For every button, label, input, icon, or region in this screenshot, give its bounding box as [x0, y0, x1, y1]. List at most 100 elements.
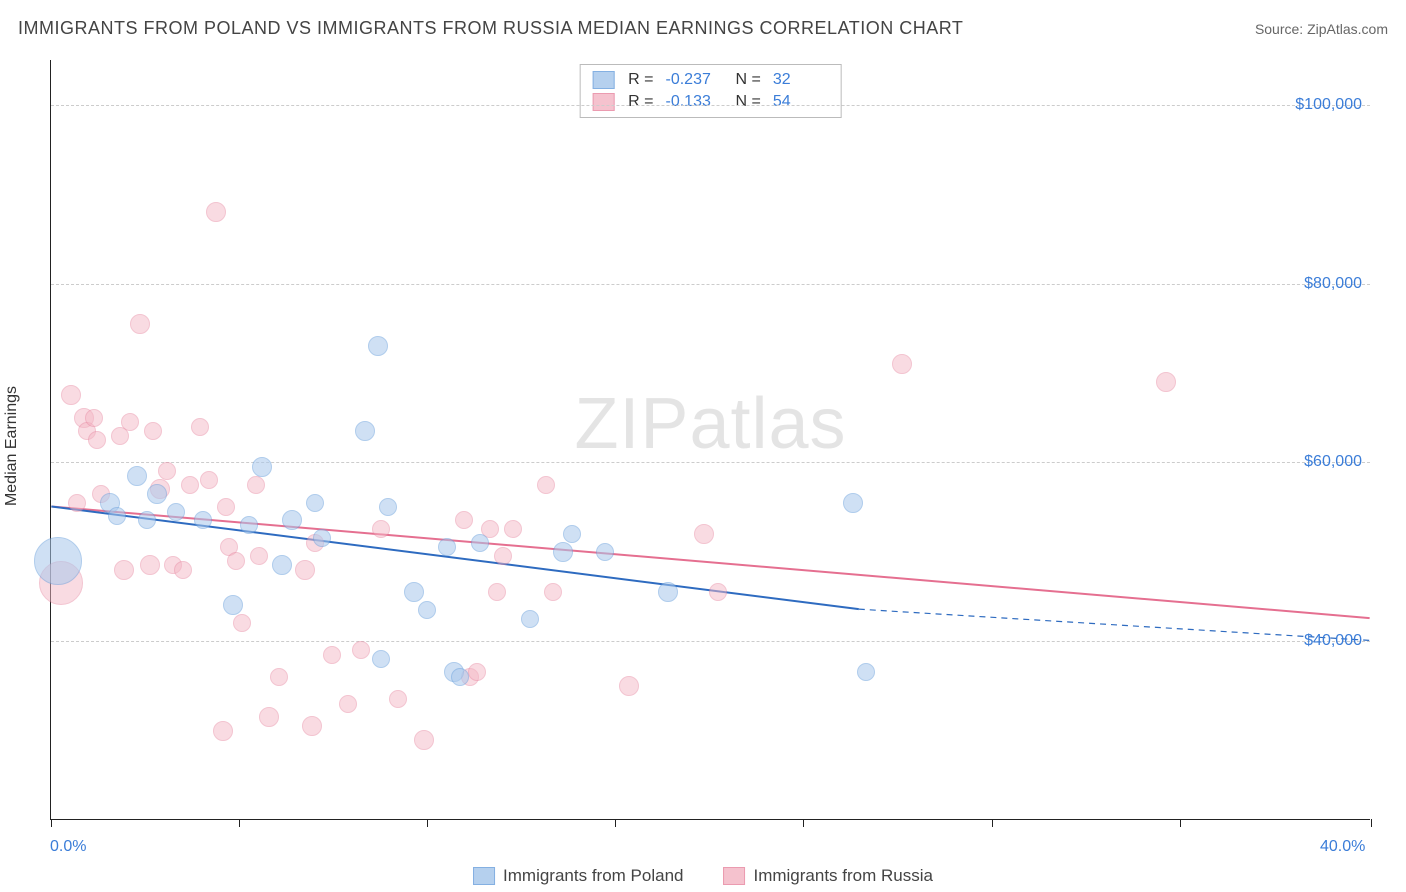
watermark-thin: atlas	[689, 384, 846, 464]
chart-title: IMMIGRANTS FROM POLAND VS IMMIGRANTS FRO…	[18, 18, 963, 39]
plot-area: ZIPatlas R = -0.237 N = 32 R = -0.133 N …	[50, 60, 1370, 820]
data-point-poland	[194, 511, 212, 529]
x-tick	[992, 819, 993, 827]
x-tick	[427, 819, 428, 827]
data-point-poland	[108, 507, 126, 525]
data-point-russia	[88, 431, 106, 449]
data-point-poland	[272, 555, 292, 575]
data-point-russia	[709, 583, 727, 601]
data-point-poland	[658, 582, 678, 602]
data-point-russia	[259, 707, 279, 727]
data-point-russia	[270, 668, 288, 686]
grid-line	[51, 641, 1370, 642]
data-point-russia	[61, 385, 81, 405]
n-value-russia: 54	[773, 93, 829, 111]
data-point-russia	[544, 583, 562, 601]
data-point-poland	[471, 534, 489, 552]
data-point-poland	[306, 494, 324, 512]
x-tick-label-end: 40.0%	[1320, 838, 1365, 856]
data-point-poland	[372, 650, 390, 668]
data-point-russia	[455, 511, 473, 529]
r-value-russia: -0.133	[666, 93, 722, 111]
data-point-russia	[694, 524, 714, 544]
trend-line-poland-dashed	[859, 609, 1370, 640]
swatch-russia	[592, 93, 614, 111]
data-point-russia	[181, 476, 199, 494]
data-point-russia	[130, 314, 150, 334]
data-point-poland	[252, 457, 272, 477]
data-point-russia	[619, 676, 639, 696]
data-point-russia	[414, 730, 434, 750]
data-point-poland	[379, 498, 397, 516]
x-tick	[615, 819, 616, 827]
data-point-poland	[167, 503, 185, 521]
data-point-russia	[468, 663, 486, 681]
swatch-poland	[473, 867, 495, 885]
data-point-poland	[138, 511, 156, 529]
source-label: Source: ZipAtlas.com	[1255, 21, 1388, 37]
data-point-poland	[596, 543, 614, 561]
x-tick	[803, 819, 804, 827]
data-point-poland	[368, 336, 388, 356]
data-point-poland	[282, 510, 302, 530]
data-point-russia	[233, 614, 251, 632]
y-axis-label: Median Earnings	[3, 386, 21, 506]
data-point-poland	[553, 542, 573, 562]
y-tick-label: $100,000	[1295, 96, 1362, 114]
data-point-poland	[313, 529, 331, 547]
correlation-legend: R = -0.237 N = 32 R = -0.133 N = 54	[579, 64, 842, 118]
n-label: N =	[736, 93, 761, 111]
data-point-russia	[372, 520, 390, 538]
data-point-russia	[121, 413, 139, 431]
legend-item-poland: Immigrants from Poland	[473, 866, 683, 886]
legend-item-russia: Immigrants from Russia	[723, 866, 932, 886]
n-value-poland: 32	[773, 71, 829, 89]
y-tick-label: $60,000	[1304, 453, 1362, 471]
swatch-poland	[592, 71, 614, 89]
legend-row-poland: R = -0.237 N = 32	[592, 69, 829, 91]
y-tick-label: $80,000	[1304, 275, 1362, 293]
swatch-russia	[723, 867, 745, 885]
data-point-russia	[1156, 372, 1176, 392]
watermark: ZIPatlas	[574, 383, 846, 465]
x-tick	[1371, 819, 1372, 827]
data-point-russia	[488, 583, 506, 601]
data-point-poland	[857, 663, 875, 681]
data-point-russia	[339, 695, 357, 713]
trend-lines	[51, 60, 1370, 819]
data-point-russia	[323, 646, 341, 664]
data-point-russia	[213, 721, 233, 741]
x-tick-label-start: 0.0%	[50, 838, 86, 856]
data-point-russia	[200, 471, 218, 489]
data-point-russia	[250, 547, 268, 565]
grid-line	[51, 105, 1370, 106]
data-point-poland	[147, 484, 167, 504]
data-point-poland	[223, 595, 243, 615]
series-legend: Immigrants from Poland Immigrants from R…	[473, 866, 933, 886]
data-point-poland	[451, 668, 469, 686]
data-point-poland	[563, 525, 581, 543]
data-point-poland	[418, 601, 436, 619]
source-prefix: Source:	[1255, 21, 1307, 37]
grid-line	[51, 284, 1370, 285]
grid-line	[51, 462, 1370, 463]
data-point-russia	[217, 498, 235, 516]
x-tick	[1180, 819, 1181, 827]
data-point-russia	[352, 641, 370, 659]
x-tick	[51, 819, 52, 827]
data-point-poland	[34, 537, 82, 585]
r-value-poland: -0.237	[666, 71, 722, 89]
legend-row-russia: R = -0.133 N = 54	[592, 91, 829, 113]
data-point-russia	[537, 476, 555, 494]
data-point-russia	[295, 560, 315, 580]
data-point-russia	[504, 520, 522, 538]
data-point-poland	[127, 466, 147, 486]
data-point-russia	[144, 422, 162, 440]
data-point-russia	[206, 202, 226, 222]
watermark-bold: ZIP	[574, 384, 689, 464]
data-point-russia	[247, 476, 265, 494]
data-point-poland	[843, 493, 863, 513]
data-point-poland	[404, 582, 424, 602]
data-point-poland	[355, 421, 375, 441]
data-point-russia	[191, 418, 209, 436]
